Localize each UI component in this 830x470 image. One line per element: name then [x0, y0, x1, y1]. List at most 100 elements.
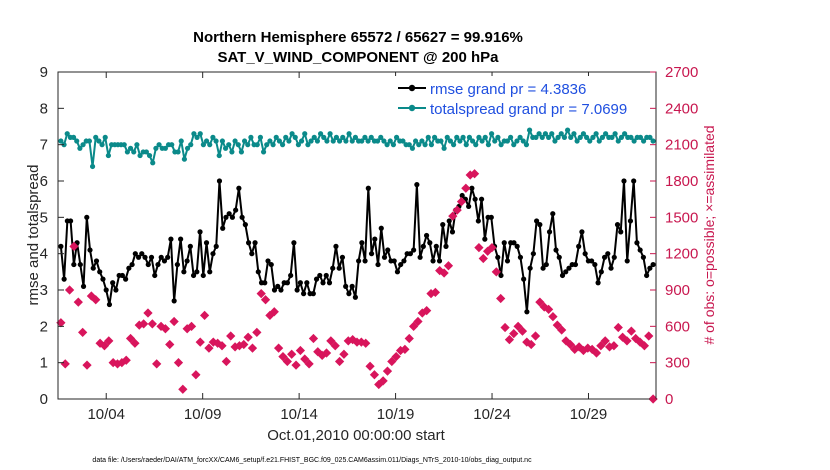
rmse-point — [301, 291, 307, 297]
rmse-point — [58, 243, 64, 249]
right-tick-label: 1200 — [665, 246, 698, 263]
obs-marker — [186, 321, 197, 331]
rmse-point — [229, 214, 236, 220]
left-tick-label: 1 — [40, 355, 48, 372]
rmse-point — [398, 261, 404, 268]
obs-marker — [456, 196, 467, 207]
rmse-point — [572, 261, 579, 268]
spread-point — [593, 131, 599, 137]
obs-marker — [78, 327, 88, 338]
obs-marker — [173, 358, 184, 368]
rmse-point — [326, 280, 333, 286]
rmse-point — [385, 247, 391, 253]
spread-point — [428, 142, 435, 148]
obs-marker — [496, 293, 506, 304]
spread-point — [305, 142, 311, 148]
rmse-point — [77, 261, 83, 268]
spread-point — [127, 145, 134, 151]
obs-marker — [273, 343, 284, 353]
left-tick-label: 0 — [40, 391, 48, 408]
y-axis-label-left: rmse and totalspread — [25, 165, 42, 306]
spread-point — [343, 138, 349, 144]
x-tick-label: 10/19 — [377, 406, 415, 423]
rmse-point — [436, 258, 443, 264]
spread-point — [507, 134, 514, 140]
spread-point — [590, 134, 596, 140]
spread-point — [514, 138, 520, 144]
spread-point — [213, 138, 219, 144]
spread-point — [241, 138, 248, 144]
spread-point — [121, 142, 127, 148]
spread-point — [641, 138, 647, 144]
spread-point — [311, 134, 317, 140]
rmse-point — [239, 214, 245, 220]
rmse-point — [378, 225, 384, 231]
spread-point — [374, 138, 381, 144]
legend-marker-rmse — [408, 84, 416, 92]
rmse-point — [537, 222, 543, 228]
obs-marker — [543, 304, 554, 315]
spread-point — [314, 138, 321, 144]
obs-marker — [430, 287, 441, 298]
rmse-point — [482, 236, 488, 242]
rmse-point — [184, 258, 190, 264]
spread-point — [102, 134, 108, 140]
obs-marker — [199, 310, 210, 321]
rmse-point — [210, 251, 216, 257]
rmse-point — [145, 261, 151, 268]
rmse-point — [427, 240, 433, 246]
rmse-point — [245, 240, 252, 246]
rmse-point — [598, 269, 604, 275]
rmse-point — [595, 280, 601, 286]
spread-point — [599, 134, 606, 140]
obs-marker — [369, 370, 380, 380]
obs-marker — [404, 333, 414, 344]
y-axis-label-right: # of obs: o=possible; ×=assimilated — [701, 125, 717, 344]
obs-marker — [247, 343, 258, 353]
rmse-point — [504, 258, 511, 264]
spread-point — [169, 142, 175, 148]
obs-marker — [104, 336, 114, 346]
x-tick-label: 10/29 — [570, 406, 608, 423]
rmse-point — [368, 251, 375, 257]
spread-point — [260, 149, 267, 155]
rmse-point — [126, 265, 132, 271]
rmse-point — [152, 272, 158, 279]
obs-marker — [500, 322, 510, 333]
rmse-point — [624, 258, 630, 264]
rmse-point — [142, 254, 148, 260]
obs-marker — [387, 356, 397, 367]
obs-marker — [82, 360, 92, 370]
spread-point — [359, 138, 365, 144]
spread-point — [447, 138, 454, 144]
rmse-point — [90, 265, 96, 271]
obs-marker — [491, 267, 501, 277]
rmse-point — [647, 265, 653, 271]
obs-marker — [239, 339, 249, 350]
spread-point — [131, 149, 137, 155]
spread-point — [650, 138, 656, 144]
obs-marker — [56, 318, 66, 328]
spread-point — [150, 160, 156, 166]
chart-title: Northern Hemisphere 65572 / 65627 = 99.9… — [193, 29, 523, 46]
obs-marker — [269, 307, 279, 317]
rmse-point — [349, 283, 355, 289]
obs-marker — [504, 335, 515, 345]
spread-point — [577, 134, 583, 140]
rmse-point — [417, 254, 423, 260]
rmse-point — [336, 265, 342, 271]
obs-marker — [413, 316, 423, 327]
rmse-point — [365, 185, 371, 191]
rmse-point — [194, 269, 200, 275]
spread-point — [222, 145, 229, 151]
rmse-point — [61, 276, 67, 282]
spread-point — [245, 142, 251, 148]
spread-point — [587, 138, 593, 144]
rmse-point — [517, 254, 524, 260]
spread-point — [488, 131, 495, 137]
obs-marker — [391, 351, 401, 362]
rmse-point — [148, 254, 155, 260]
rmse-point — [488, 214, 494, 220]
obs-marker — [626, 326, 636, 336]
spread-point — [333, 134, 340, 140]
